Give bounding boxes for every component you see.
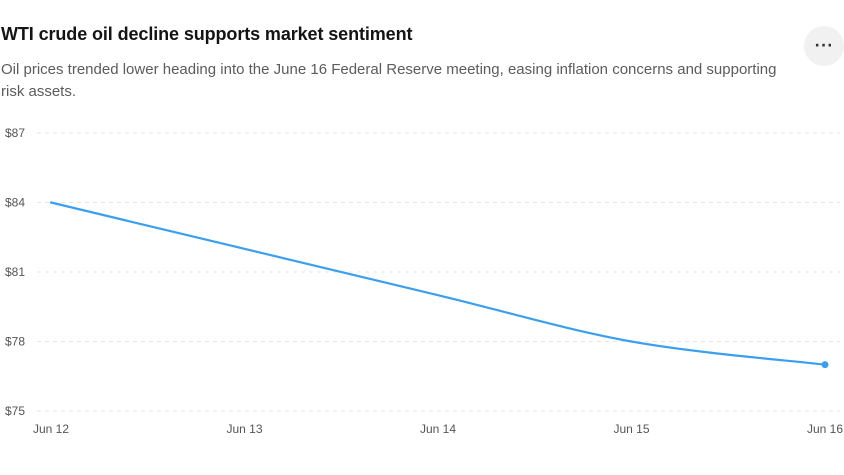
y-tick-label: $81 [5, 265, 25, 279]
x-tick-label: Jun 16 [807, 422, 843, 436]
x-tick-label: Jun 13 [226, 422, 262, 436]
x-axis-ticks: Jun 12 Jun 13 Jun 14 Jun 15 Jun 16 [33, 422, 843, 436]
y-tick-label: $84 [5, 196, 25, 210]
x-tick-label: Jun 14 [420, 422, 456, 436]
y-tick-label: $75 [5, 404, 25, 418]
y-tick-label: $87 [5, 126, 25, 140]
more-horizontal-icon: ··· [814, 38, 834, 54]
chart-title: WTI crude oil decline supports market se… [1, 24, 413, 44]
more-options-button[interactable]: ··· [804, 26, 844, 66]
series-end-point[interactable] [821, 361, 829, 369]
y-axis-ticks: $75 $78 $81 $84 $87 [5, 126, 25, 418]
x-tick-label: Jun 15 [613, 422, 649, 436]
series-line [49, 201, 827, 366]
y-tick-label: $78 [5, 335, 25, 349]
x-tick-label: Jun 12 [33, 422, 69, 436]
chart-subtitle: Oil prices trended lower heading into th… [1, 61, 777, 100]
series-layer [49, 201, 829, 369]
grid-lines [37, 132, 840, 412]
